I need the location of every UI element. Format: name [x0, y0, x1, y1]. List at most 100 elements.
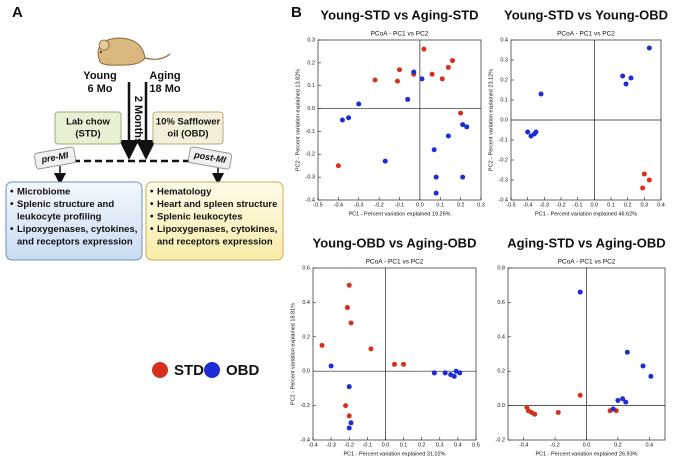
- legend-swatch: [204, 362, 220, 378]
- x-tick-label: 0.3: [436, 442, 444, 448]
- diet-text: 10% Safflower: [156, 117, 221, 128]
- group-label: Aging: [149, 70, 180, 82]
- point: [460, 122, 466, 128]
- point: [421, 46, 427, 52]
- x-tick-label: -0.1: [573, 202, 582, 208]
- outcome-box: [145, 181, 284, 261]
- x-axis-label: PC1 - Percent variation explained 46.62%: [535, 211, 637, 217]
- y-tick-label: 0.2: [302, 334, 310, 340]
- point: [392, 361, 397, 367]
- point: [641, 171, 647, 177]
- point: [356, 101, 362, 107]
- x-tick-label: -0.3: [326, 442, 335, 448]
- chart-title: Young-STD vs Young-OBD: [504, 7, 668, 22]
- bullet: •: [150, 187, 154, 198]
- x-tick-label: -0.3: [540, 202, 549, 208]
- x-tick-label: 0.0: [591, 202, 599, 208]
- point: [401, 361, 407, 367]
- y-tick-label: -0.3: [499, 177, 508, 183]
- point: [646, 177, 652, 183]
- point: [411, 69, 417, 75]
- point: [405, 96, 411, 102]
- outcome-text: Microbiome: [17, 187, 70, 198]
- y-tick-label: 0.0: [307, 106, 315, 112]
- point: [368, 346, 374, 352]
- y-tick-label: 0.2: [497, 369, 505, 375]
- outcome-text: Lipoxygenases, cytokines,: [157, 224, 277, 235]
- x-tick-label: 0.3: [477, 202, 485, 208]
- bullet: •: [150, 224, 154, 235]
- x-tick-label: 0.0: [416, 202, 424, 208]
- x-axis-label: PC1 - Percent variation explained 31.02%: [343, 451, 445, 457]
- x-tick-label: -0.4: [308, 442, 317, 448]
- point: [431, 147, 437, 153]
- point: [464, 124, 470, 130]
- point: [449, 58, 455, 64]
- x-tick-label: -0.5: [313, 202, 322, 208]
- x-tick-label: -0.1: [395, 202, 404, 208]
- y-tick-label: 0.8: [497, 265, 505, 271]
- point: [433, 174, 439, 180]
- y-tick-label: 0.6: [302, 265, 310, 271]
- point: [640, 185, 646, 191]
- x-tick-label: 0.4: [657, 202, 665, 208]
- point: [439, 76, 445, 82]
- diet-text: (STD): [75, 129, 100, 140]
- x-tick-label: 0.1: [400, 442, 408, 448]
- chart-subtitle: PCoA - PC1 vs PC2: [558, 259, 616, 266]
- point: [628, 75, 634, 81]
- point: [623, 399, 629, 405]
- point: [460, 174, 466, 180]
- y-axis-label: PC2 - Percent variation explained 18.81%: [290, 303, 296, 405]
- y-tick-label: 0.4: [497, 334, 505, 340]
- point: [442, 370, 448, 376]
- point: [533, 129, 539, 135]
- outcome-box: [5, 181, 143, 261]
- chart-title: Aging-STD vs Aging-OBD: [507, 235, 665, 250]
- point: [624, 349, 630, 355]
- point: [577, 392, 583, 398]
- point: [433, 190, 439, 196]
- point: [348, 320, 354, 326]
- y-tick-label: 0.0: [497, 403, 505, 409]
- y-tick-label: -0.2: [306, 152, 315, 158]
- point: [445, 64, 451, 70]
- point: [346, 425, 352, 431]
- group-age: 6 Mo: [87, 83, 112, 95]
- point: [640, 363, 646, 369]
- y-axis-label: PC2 - Percent variation explained 23.12%: [488, 69, 494, 171]
- point: [615, 397, 621, 403]
- y-tick-label: 0.0: [302, 369, 310, 375]
- group-label: Young: [83, 70, 116, 82]
- point: [328, 363, 334, 369]
- x-tick-label: -0.2: [550, 442, 559, 448]
- chart-subtitle: PCoA - PC1 vs PC2: [366, 259, 424, 266]
- tab: pre-MI: [33, 146, 77, 170]
- outcome-text: Splenic structure and: [17, 199, 114, 210]
- bullet: •: [150, 212, 154, 223]
- point: [623, 81, 629, 87]
- point: [429, 71, 435, 77]
- chart-title: Young-OBD vs Aging-OBD: [313, 235, 477, 250]
- point: [346, 384, 352, 390]
- x-tick-label: -0.1: [363, 442, 372, 448]
- outcome-text: Lipoxygenases, cytokines,: [17, 224, 137, 235]
- group-age: 18 Mo: [149, 83, 180, 95]
- x-tick-label: 0.2: [418, 442, 426, 448]
- outcome-text: leukocyte profiling: [17, 212, 102, 223]
- diet-text: Lab chow: [66, 117, 110, 128]
- point: [394, 78, 400, 84]
- point: [397, 67, 402, 73]
- point: [319, 342, 325, 348]
- x-tick-label: 0.0: [583, 442, 591, 448]
- point: [457, 370, 463, 376]
- x-tick-label: -0.4: [519, 442, 528, 448]
- point: [346, 413, 352, 419]
- plot-frame: [312, 267, 477, 441]
- point: [458, 110, 464, 116]
- bullet: •: [10, 224, 14, 235]
- legend-label: OBD: [226, 362, 260, 379]
- point: [372, 77, 378, 83]
- diet-box: [152, 111, 224, 145]
